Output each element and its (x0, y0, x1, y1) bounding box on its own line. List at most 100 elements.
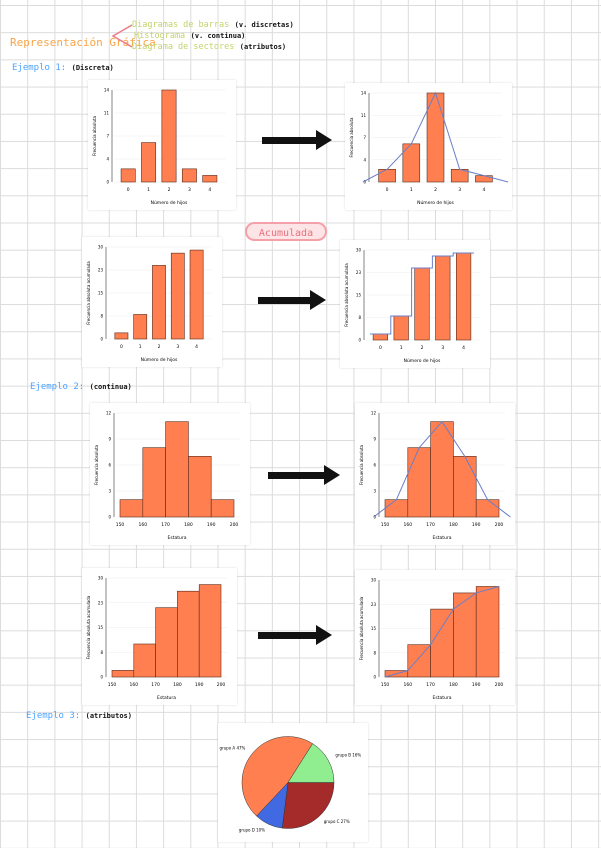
y-tick-label: 15 (98, 625, 104, 630)
y-tick-label: 8 (100, 314, 103, 319)
chart-svg: 0 8 15 23 30 150 160 170 180 190 200 Estatura Frecue… (359, 578, 505, 701)
bar (133, 643, 156, 678)
x-tick-label: 1 (410, 187, 413, 193)
x-tick-label: 200 (495, 522, 504, 528)
pie-label: grupo A 47% (219, 745, 245, 750)
cumulative-histogram: 0 8 15 23 30 150 160 170 180 190 200 Estatura Frecue… (82, 568, 237, 705)
x-tick-label: 0 (127, 187, 130, 193)
bar (141, 142, 157, 183)
x-tick-label: 170 (161, 522, 170, 528)
x-tick-label: 3 (458, 187, 461, 193)
x-tick-label: 190 (195, 682, 204, 688)
y-tick-label: 9 (373, 437, 376, 442)
x-axis-label: Número de hijos (417, 199, 454, 206)
frequency-polygon (373, 420, 511, 518)
x-axis-label: Estatura (433, 535, 452, 541)
bar-chart-polygon: 0 4 7 11 14 0 1 2 3 4 Número de hijos Frecuencia ab… (345, 83, 512, 210)
x-tick-label: 200 (495, 682, 504, 688)
example-heading: Ejemplo 2: (continua) (30, 382, 132, 392)
histogram-polygon: 0 3 6 9 12 150 160 170 180 190 200 Estatura Frecuenc… (355, 403, 515, 545)
bar (372, 333, 388, 341)
type-list-item: Diagrama de sectores (atributos) (132, 42, 287, 52)
bracket-arrow-icon (111, 24, 133, 48)
bar (114, 332, 129, 340)
x-axis-label: Estatura (433, 695, 452, 701)
y-tick-label: 7 (363, 135, 366, 140)
bar (210, 499, 235, 518)
type-list-item: Diagramas de barras (v. discretas) (132, 20, 294, 30)
bar-chart: 0 4 7 11 14 0 1 2 3 4 Número de hijos Frecuencia ab… (88, 80, 236, 210)
y-axis-label: Frecuencia absoluta acumulada (359, 596, 364, 660)
x-tick-label: 160 (139, 522, 148, 528)
chart-svg: 0 4 7 11 14 0 1 2 3 4 Número de hijos Frecuencia ab… (349, 91, 509, 206)
y-axis-label: Frecuencia absoluta (359, 444, 364, 485)
y-tick-label: 23 (371, 602, 377, 607)
x-axis-label: Estatura (168, 535, 187, 541)
bar (111, 670, 135, 678)
bar (188, 456, 212, 518)
bar (456, 252, 472, 341)
bar (378, 168, 396, 183)
bar (453, 456, 477, 518)
y-tick-label: 7 (106, 134, 109, 139)
chart-svg: 0 4 7 11 14 0 1 2 3 4 Número de hijos Frecuencia ab… (92, 88, 226, 206)
y-tick-label: 11 (361, 113, 367, 118)
bar (120, 168, 136, 183)
bar (155, 607, 178, 678)
x-axis-label: Número de hijos (141, 356, 178, 363)
bar (475, 175, 493, 183)
x-tick-label: 4 (462, 345, 465, 351)
x-tick-label: 0 (386, 187, 389, 193)
chart-svg: 0 3 6 9 12 150 160 170 180 190 200 Estatura Frecuenc… (94, 411, 240, 541)
bar (435, 255, 451, 341)
x-tick-label: 150 (116, 522, 125, 528)
y-tick-label: 6 (108, 463, 111, 468)
y-tick-label: 0 (106, 180, 109, 185)
x-tick-label: 200 (217, 682, 226, 688)
y-axis-label: Frecuencia absoluta (349, 117, 354, 158)
pie-label: grupo D 10% (239, 827, 265, 832)
y-tick-label: 30 (98, 245, 104, 250)
pie-label: grupo C 27% (324, 819, 350, 824)
x-tick-label: 150 (381, 522, 390, 528)
bar (152, 265, 166, 340)
x-tick-label: 190 (472, 522, 481, 528)
x-tick-label: 180 (449, 522, 458, 528)
cumulative-histogram-ogive: 0 8 15 23 30 150 160 170 180 190 200 Estatura Frecue… (355, 570, 515, 705)
chart-svg: 0 3 6 9 12 150 160 170 180 190 200 Estatura Frecuenc… (359, 411, 511, 541)
y-tick-label: 0 (358, 338, 361, 343)
x-tick-label: 160 (130, 682, 139, 688)
y-tick-label: 4 (363, 157, 366, 162)
x-tick-label: 2 (168, 187, 171, 193)
y-tick-label: 30 (371, 578, 377, 583)
x-tick-label: 3 (441, 345, 444, 351)
pie-slice (241, 736, 313, 817)
y-tick-label: 12 (106, 411, 112, 416)
frequency-polygon (384, 585, 500, 678)
x-axis-label: Número de hijos (404, 357, 441, 364)
y-tick-label: 23 (98, 600, 104, 605)
y-tick-label: 11 (104, 111, 110, 116)
x-tick-label: 2 (421, 345, 424, 351)
bar (161, 89, 177, 183)
y-tick-label: 4 (106, 157, 109, 162)
x-tick-label: 0 (120, 344, 123, 350)
pie-label: grupo B 16% (335, 752, 361, 757)
y-tick-label: 15 (98, 291, 104, 296)
x-tick-label: 2 (434, 187, 437, 193)
x-tick-label: 180 (184, 522, 193, 528)
x-tick-label: 200 (230, 522, 239, 528)
accumulated-label: Acumulada (245, 222, 327, 241)
x-tick-label: 2 (158, 344, 161, 350)
y-tick-label: 0 (100, 337, 103, 342)
y-tick-label: 0 (363, 180, 366, 185)
x-tick-label: 190 (472, 682, 481, 688)
y-tick-label: 15 (371, 626, 377, 631)
x-tick-label: 160 (404, 522, 413, 528)
bar (170, 252, 185, 340)
x-axis-label: Estatura (157, 695, 176, 701)
pie-chart: grupo C 27% grupo D 10% grupo A 47% grupo B… (218, 723, 368, 842)
y-axis-label: Frecuencia absoluta acumulada (86, 595, 91, 659)
histogram: 0 3 6 9 12 150 160 170 180 190 200 Estatura Frecuenc… (90, 403, 250, 545)
x-tick-label: 3 (188, 187, 191, 193)
